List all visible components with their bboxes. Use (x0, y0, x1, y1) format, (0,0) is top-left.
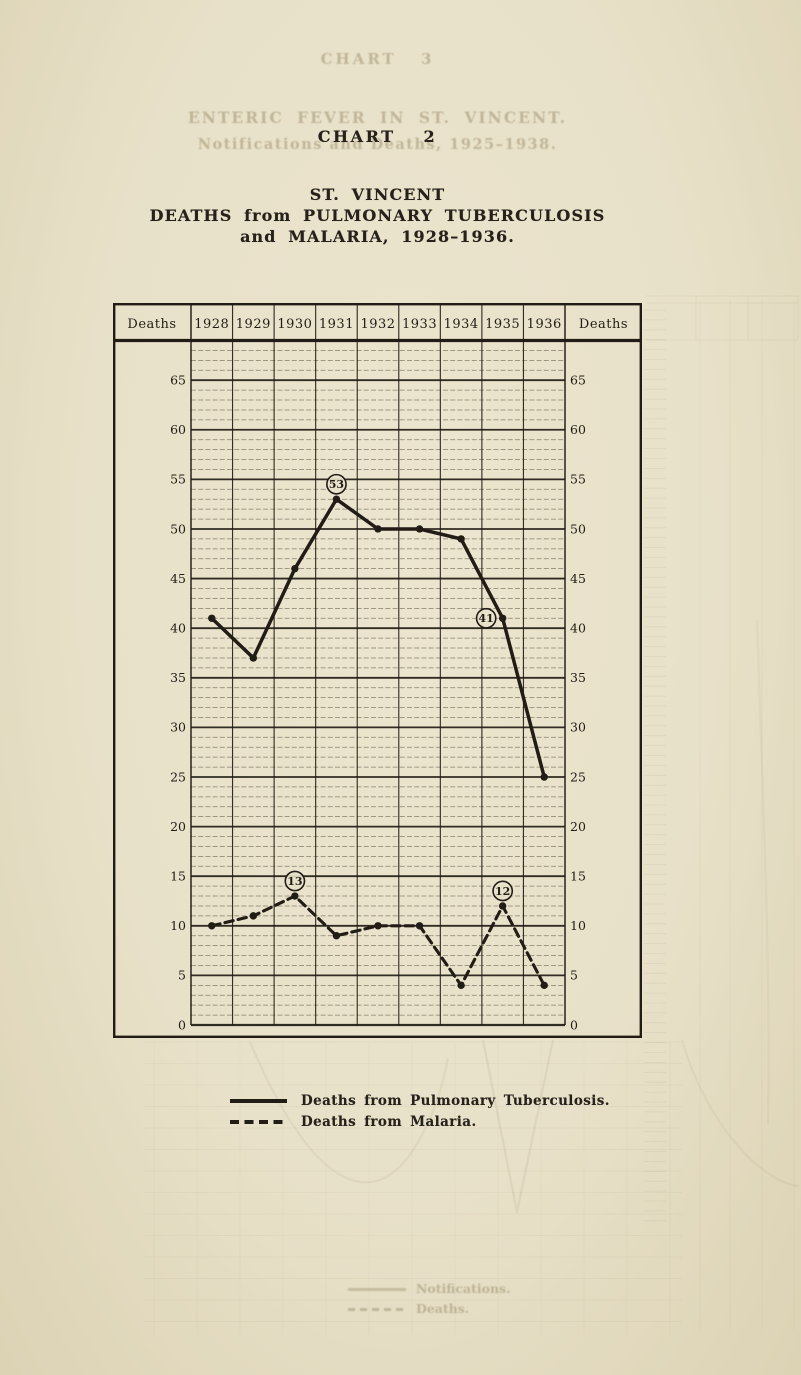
y-tick-left: 15 (170, 868, 186, 883)
annotation-value: 53 (329, 478, 344, 491)
data-point (374, 922, 382, 930)
y-tick-right: 60 (570, 422, 586, 437)
column-header-year: 1936 (527, 317, 562, 332)
data-point (291, 892, 299, 900)
data-point (249, 654, 258, 662)
chart-title: ST. VINCENT DEATHS from PULMONARY TUBERC… (63, 184, 692, 247)
y-tick-right: 45 (570, 571, 586, 586)
series-tuberculosis (208, 495, 548, 781)
column-header-deaths-right: Deaths (579, 317, 628, 332)
column-header-year: 1932 (360, 317, 395, 332)
data-point (332, 495, 341, 503)
y-tick-right: 20 (570, 819, 586, 834)
annotation-circle (284, 870, 306, 892)
bleedthrough-legend-swatch-solid (348, 1288, 406, 1291)
bleedthrough-legend-swatch-dashed (348, 1308, 406, 1311)
data-point (498, 614, 507, 622)
y-tick-right: 30 (570, 720, 586, 735)
y-tick-right: 5 (570, 968, 578, 983)
data-point (415, 922, 424, 930)
column-header-year: 1928 (194, 317, 229, 332)
table-outer-border (113, 303, 642, 1038)
y-tick-right: 0 (570, 1017, 578, 1032)
annotation-circle (326, 473, 347, 495)
bleedthrough-legend-label-1: Notifications. (416, 1281, 511, 1296)
chart-title-place: ST. VINCENT (309, 185, 446, 204)
y-tick-left: 50 (170, 521, 186, 536)
y-tick-left: 5 (178, 968, 186, 983)
column-header-year: 1934 (444, 317, 479, 332)
column-header-deaths-left: Deaths (127, 317, 176, 332)
series-line (210, 894, 546, 987)
annotation-circle (492, 880, 514, 902)
y-tick-left: 0 (178, 1017, 186, 1032)
series-malaria (208, 892, 548, 990)
data-point (332, 932, 341, 940)
data-point (540, 773, 548, 781)
column-header-year: 1929 (236, 317, 271, 332)
y-tick-right: 50 (570, 521, 586, 536)
annotation-value: 12 (495, 885, 510, 898)
y-tick-right: 55 (570, 472, 586, 487)
chart-legend: Deaths from Pulmonary Tuberculosis. Deat… (230, 1092, 610, 1130)
y-tick-right: 10 (570, 918, 586, 933)
data-point (498, 902, 507, 910)
column-header-year: 1933 (402, 317, 437, 332)
y-tick-left: 55 (170, 472, 186, 487)
chart-number-label: CHART 2 (317, 127, 438, 146)
legend-label-tuberculosis: Deaths from Pulmonary Tuberculosis. (301, 1092, 610, 1109)
legend-item-malaria: Deaths from Malaria. (230, 1113, 610, 1130)
y-tick-right: 25 (570, 769, 586, 784)
annotation-value: 41 (479, 612, 494, 625)
data-point (415, 525, 424, 533)
y-tick-left: 60 (170, 422, 186, 437)
chart-plot-area: Deaths 1928 1929 1930 1931 1932 1933 1934 1935 19… (113, 303, 642, 1038)
dashed-line-swatch (230, 1119, 287, 1124)
y-tick-left: 45 (170, 571, 186, 586)
y-tick-left: 40 (170, 620, 186, 635)
data-point (208, 614, 216, 622)
bleedthrough-legend-label-2: Deaths. (416, 1301, 470, 1316)
data-point (374, 525, 382, 533)
y-tick-right: 15 (570, 868, 586, 883)
bleedthrough-title: ENTERIC FEVER IN ST. VINCENT. (187, 108, 568, 127)
y-tick-right: 35 (570, 670, 586, 685)
header-row: Deaths 1928 1929 1930 1931 1932 1933 1934 1935 19… (127, 317, 628, 332)
value-annotations: 53 41 13 12 (284, 473, 514, 902)
legend-item-tuberculosis: Deaths from Pulmonary Tuberculosis. (230, 1092, 610, 1109)
y-tick-left: 30 (170, 720, 186, 735)
chart-title-subject: DEATHS from PULMONARY TUBERCULOSIS (149, 206, 606, 225)
y-tick-left: 65 (170, 372, 186, 387)
y-tick-left: 20 (170, 819, 186, 834)
y-tick-left: 25 (170, 769, 186, 784)
column-header-year: 1935 (485, 317, 520, 332)
data-point (457, 981, 465, 990)
y-tick-left: 10 (170, 918, 186, 933)
data-point (249, 912, 258, 920)
chart-title-period: and MALARIA, 1928–1936. (240, 227, 515, 246)
annotation-circle (475, 607, 497, 629)
data-point (208, 922, 216, 930)
annotation-value: 13 (287, 875, 302, 888)
data-point (291, 564, 299, 573)
grid-vertical-lines (190, 305, 566, 1025)
y-tick-right: 65 (570, 372, 586, 387)
solid-line-swatch (230, 1098, 287, 1103)
y-tick-left: 35 (170, 670, 186, 685)
legend-label-malaria: Deaths from Malaria. (301, 1113, 477, 1130)
grid-major-lines (191, 379, 565, 1027)
column-header-year: 1931 (319, 317, 354, 332)
bleedthrough-chart-label: CHART 3 (320, 50, 435, 68)
data-point (540, 981, 548, 990)
column-header-year: 1930 (277, 317, 312, 332)
y-tick-right: 40 (570, 620, 586, 635)
grid-minor-lines (191, 350, 565, 1016)
data-point (457, 535, 465, 543)
